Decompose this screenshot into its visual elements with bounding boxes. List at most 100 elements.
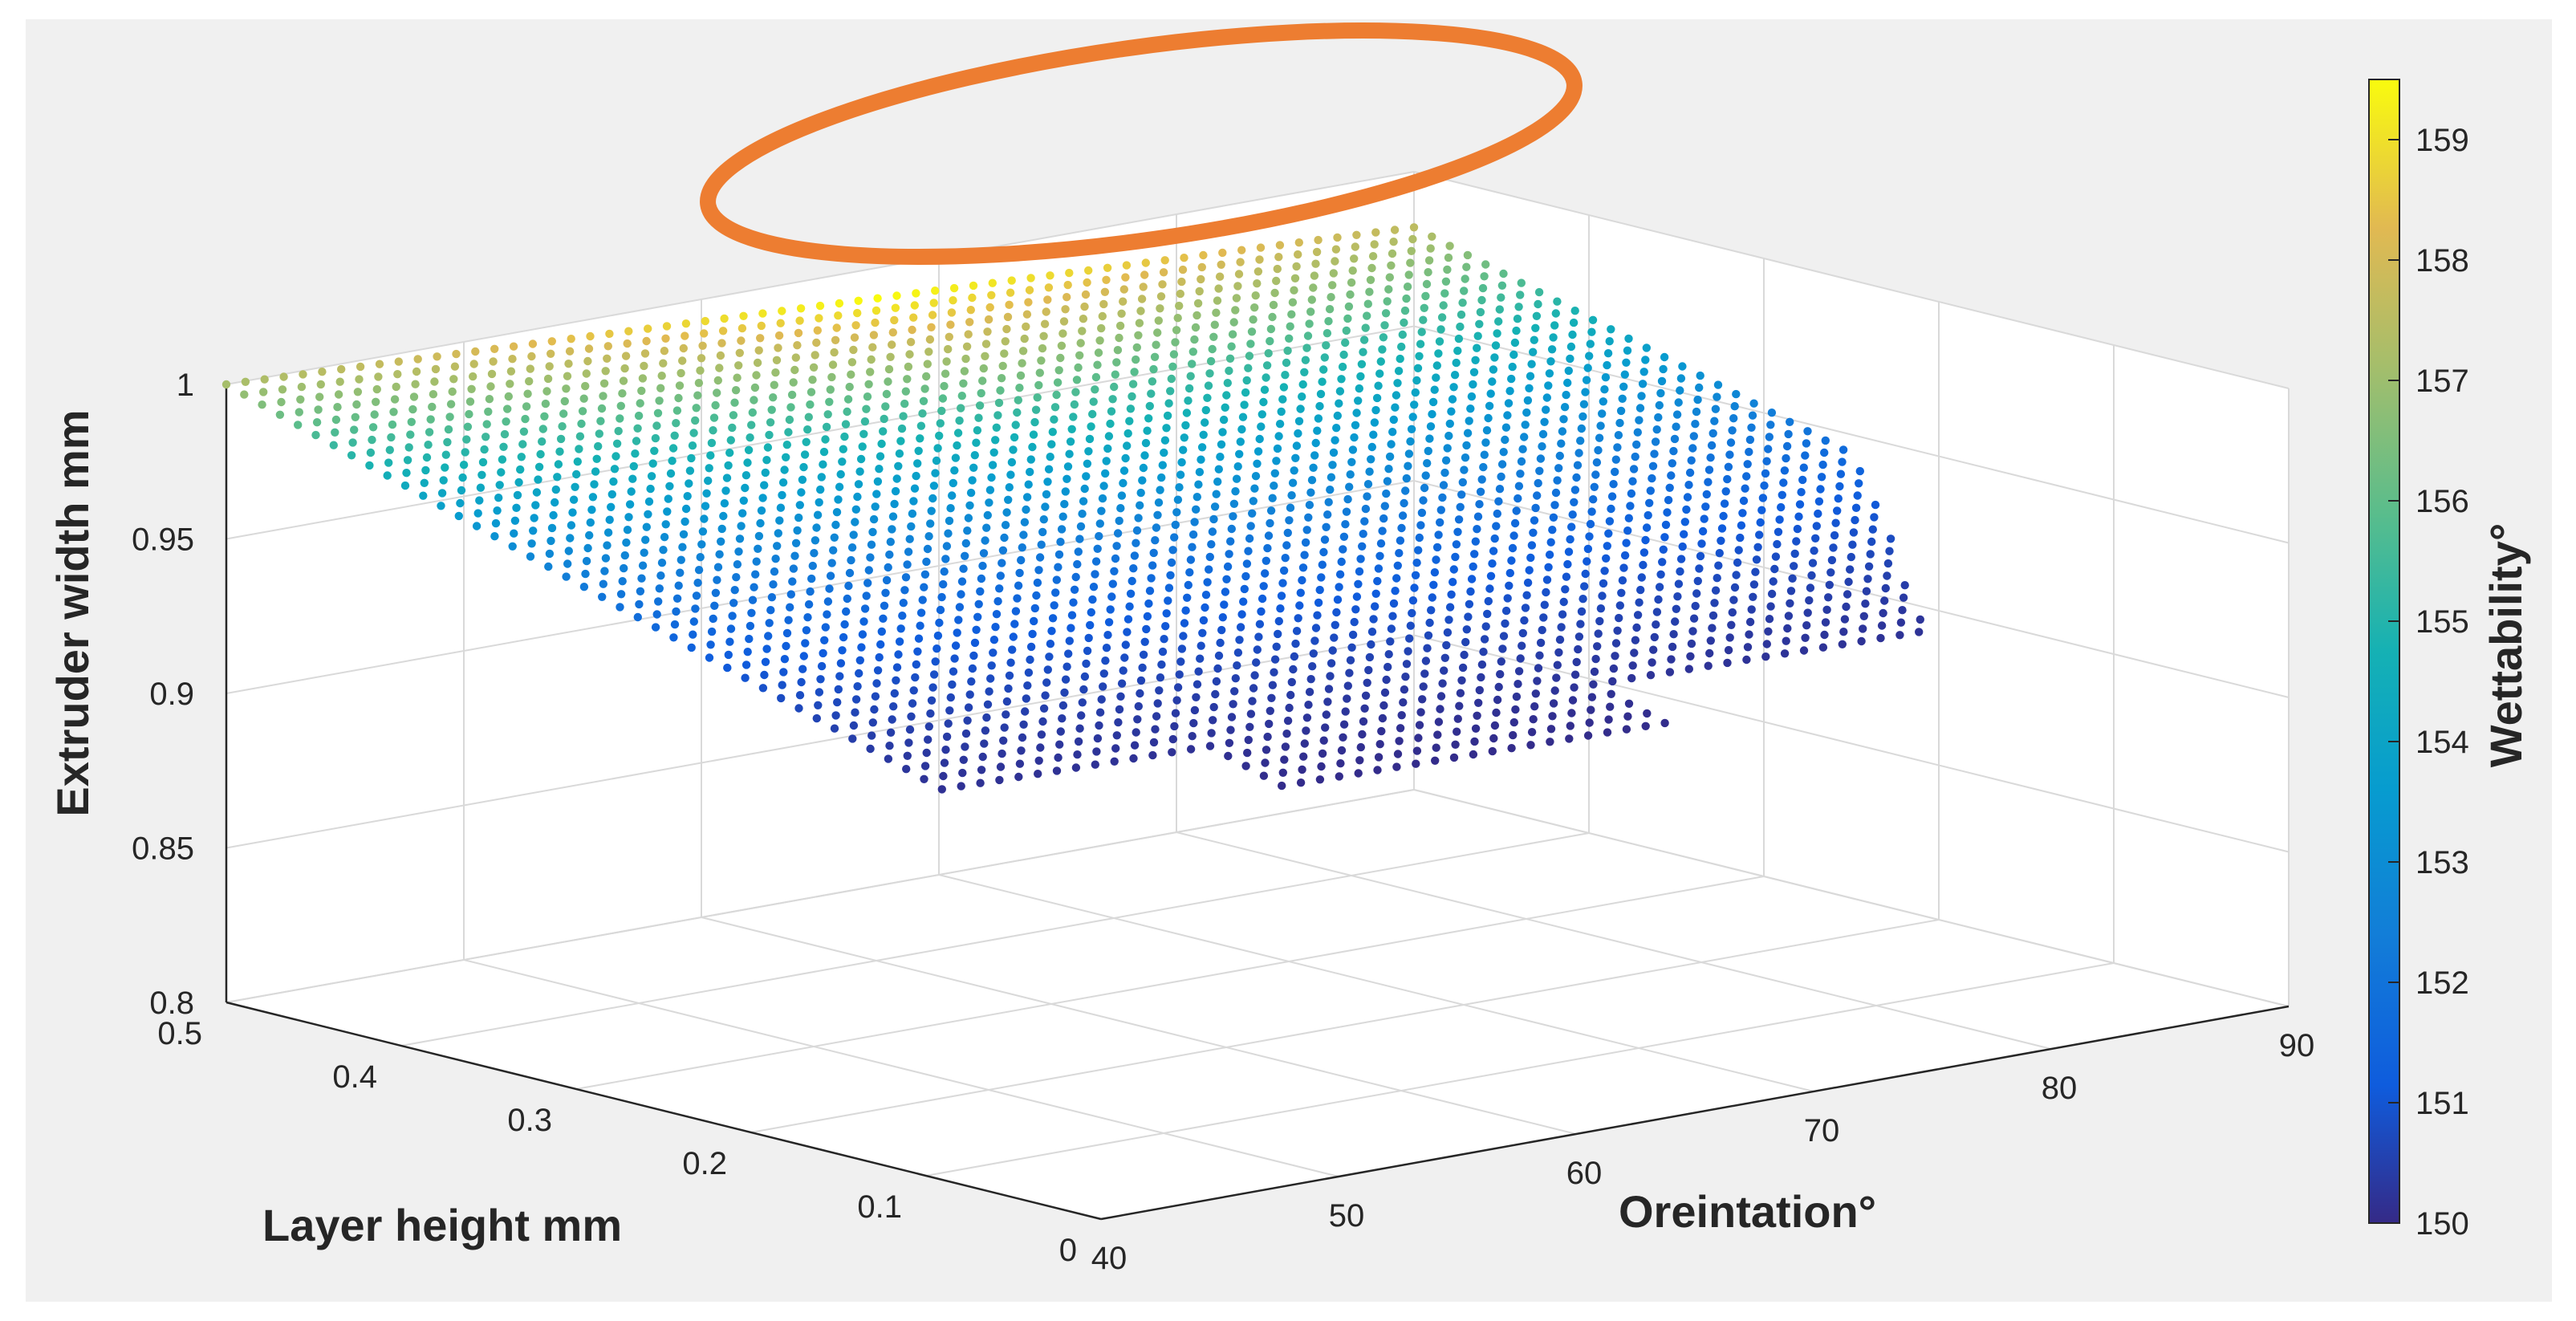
data-point xyxy=(1154,316,1164,325)
data-point xyxy=(1075,351,1084,360)
data-point xyxy=(348,438,357,447)
data-point xyxy=(1324,685,1334,693)
data-point xyxy=(710,601,719,610)
data-point xyxy=(1307,295,1317,304)
data-point xyxy=(1553,660,1562,669)
data-point xyxy=(508,355,517,364)
data-point xyxy=(1331,257,1339,266)
data-point xyxy=(895,449,904,458)
data-point xyxy=(619,376,628,385)
data-point xyxy=(988,278,997,287)
data-point xyxy=(1410,400,1419,409)
data-point xyxy=(737,522,746,530)
data-point xyxy=(693,391,702,400)
data-point xyxy=(655,584,664,593)
data-point xyxy=(1642,343,1651,352)
data-point xyxy=(1724,462,1733,471)
data-point xyxy=(1843,590,1852,599)
data-point xyxy=(587,506,596,514)
data-point xyxy=(577,419,586,429)
data-point xyxy=(1173,495,1183,504)
data-point xyxy=(1765,615,1774,624)
data-point xyxy=(1219,415,1229,425)
data-point xyxy=(857,643,866,652)
data-point xyxy=(729,411,738,420)
data-point xyxy=(1025,286,1034,295)
data-point xyxy=(1493,329,1501,338)
data-point xyxy=(1192,505,1201,514)
data-point xyxy=(565,347,575,356)
data-point xyxy=(644,510,652,518)
data-point xyxy=(1611,467,1619,477)
data-point xyxy=(1507,744,1516,753)
y-axis-label: Layer height mm xyxy=(262,1200,622,1250)
data-point xyxy=(737,336,746,345)
data-point xyxy=(1064,649,1073,658)
data-point xyxy=(1684,481,1693,490)
data-point xyxy=(909,686,918,695)
data-point xyxy=(559,409,568,418)
data-point xyxy=(1213,664,1222,673)
data-point xyxy=(1337,557,1346,567)
data-point xyxy=(1443,265,1452,274)
data-point xyxy=(456,498,465,508)
data-point xyxy=(1148,377,1157,386)
data-point xyxy=(1497,293,1505,302)
data-point xyxy=(786,590,795,599)
data-point xyxy=(1309,283,1318,292)
data-point xyxy=(1701,502,1710,511)
data-point xyxy=(1268,494,1277,502)
data-point xyxy=(1665,668,1675,677)
data-point xyxy=(1676,374,1686,383)
data-point xyxy=(772,356,782,364)
data-point xyxy=(938,394,948,403)
data-point xyxy=(705,653,714,662)
data-point xyxy=(1233,462,1242,471)
data-point xyxy=(1507,374,1516,384)
data-point xyxy=(1474,698,1483,707)
data-point xyxy=(1152,523,1161,532)
data-point xyxy=(659,546,668,555)
data-point xyxy=(499,442,508,451)
data-point xyxy=(1436,705,1444,713)
data-point xyxy=(1632,623,1641,632)
data-point xyxy=(657,559,667,567)
data-point xyxy=(384,458,393,467)
data-point xyxy=(1371,405,1380,415)
data-point xyxy=(830,533,839,542)
data-point xyxy=(980,739,989,748)
data-point xyxy=(1327,659,1336,668)
data-point xyxy=(1375,551,1384,560)
data-point xyxy=(838,457,847,466)
data-point xyxy=(634,411,644,421)
data-point xyxy=(1598,591,1607,600)
data-point xyxy=(1193,493,1202,502)
data-point xyxy=(1300,368,1309,376)
data-point xyxy=(762,644,771,653)
data-point xyxy=(1623,712,1632,721)
data-point xyxy=(1314,414,1323,423)
data-point xyxy=(965,690,974,699)
data-point xyxy=(1393,750,1403,758)
data-point xyxy=(697,540,706,549)
data-point xyxy=(1019,720,1028,729)
data-point xyxy=(1095,531,1103,541)
data-point xyxy=(1034,566,1043,575)
data-point xyxy=(944,529,953,538)
data-point xyxy=(1164,596,1172,605)
data-point xyxy=(1257,422,1266,431)
data-point xyxy=(936,419,945,428)
data-point xyxy=(897,424,907,433)
data-point xyxy=(1091,385,1099,394)
data-point xyxy=(872,679,881,688)
data-point xyxy=(575,432,585,441)
data-point xyxy=(737,323,747,333)
data-point xyxy=(1631,636,1640,644)
data-point xyxy=(1262,361,1272,370)
data-point xyxy=(1242,559,1252,568)
data-point xyxy=(825,397,834,406)
grid-line-x xyxy=(938,874,1814,1092)
data-point xyxy=(1462,625,1472,634)
data-point xyxy=(1652,425,1661,434)
